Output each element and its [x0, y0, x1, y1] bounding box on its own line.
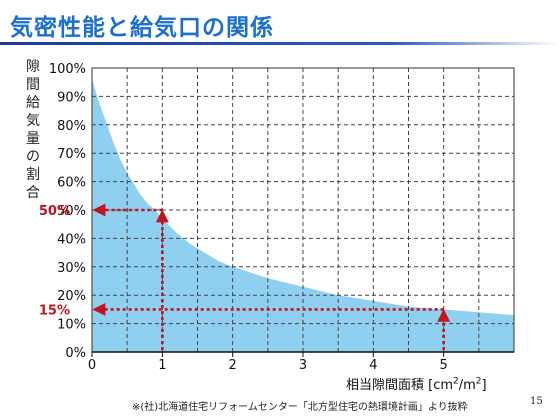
x-axis-label-main: 相当隙間面積 [cm [346, 378, 454, 393]
y-tick-label: 0% [65, 346, 86, 361]
annotation-label: 15% [39, 303, 70, 318]
title-underline [0, 42, 560, 45]
x-axis-label-sup2: 2 [475, 376, 482, 387]
y-tick-label: 60% [57, 176, 86, 191]
y-tick-label: 90% [57, 90, 86, 105]
x-axis-label-end: ] [481, 378, 487, 393]
source-footnote: ※(社)北海道住宅リフォームセンター「北方型住宅の熱環境計画」より抜粋 [132, 402, 468, 413]
area-series [92, 79, 514, 353]
x-tick-label: 1 [158, 358, 166, 373]
y-tick-label: 40% [57, 232, 86, 247]
x-axis-label-mid: /m [458, 378, 476, 393]
x-axis-label-sup1: 2 [453, 376, 459, 387]
y-tick-label: 70% [57, 147, 86, 162]
page-number: 15 [530, 396, 543, 407]
x-tick-label: 5 [440, 358, 448, 373]
y-tick-label: 30% [57, 261, 86, 276]
slide-title: 気密性能と給気口の関係 [10, 15, 274, 41]
x-axis-label: 相当隙間面積 [cm2/m2] [346, 374, 487, 393]
y-axis-label: 隙間給気量の割合 [26, 59, 40, 201]
y-tick-label: 50% [57, 204, 86, 219]
x-tick-label: 0 [88, 358, 96, 373]
y-tick-label: 100% [49, 62, 86, 77]
y-tick-label: 80% [57, 119, 86, 134]
y-tick-label: 10% [57, 318, 86, 333]
x-tick-label: 3 [299, 358, 307, 373]
annotation-label: 50% [39, 204, 70, 219]
x-tick-label: 2 [229, 358, 237, 373]
y-tick-label: 20% [57, 289, 86, 304]
x-tick-label: 4 [369, 358, 377, 373]
